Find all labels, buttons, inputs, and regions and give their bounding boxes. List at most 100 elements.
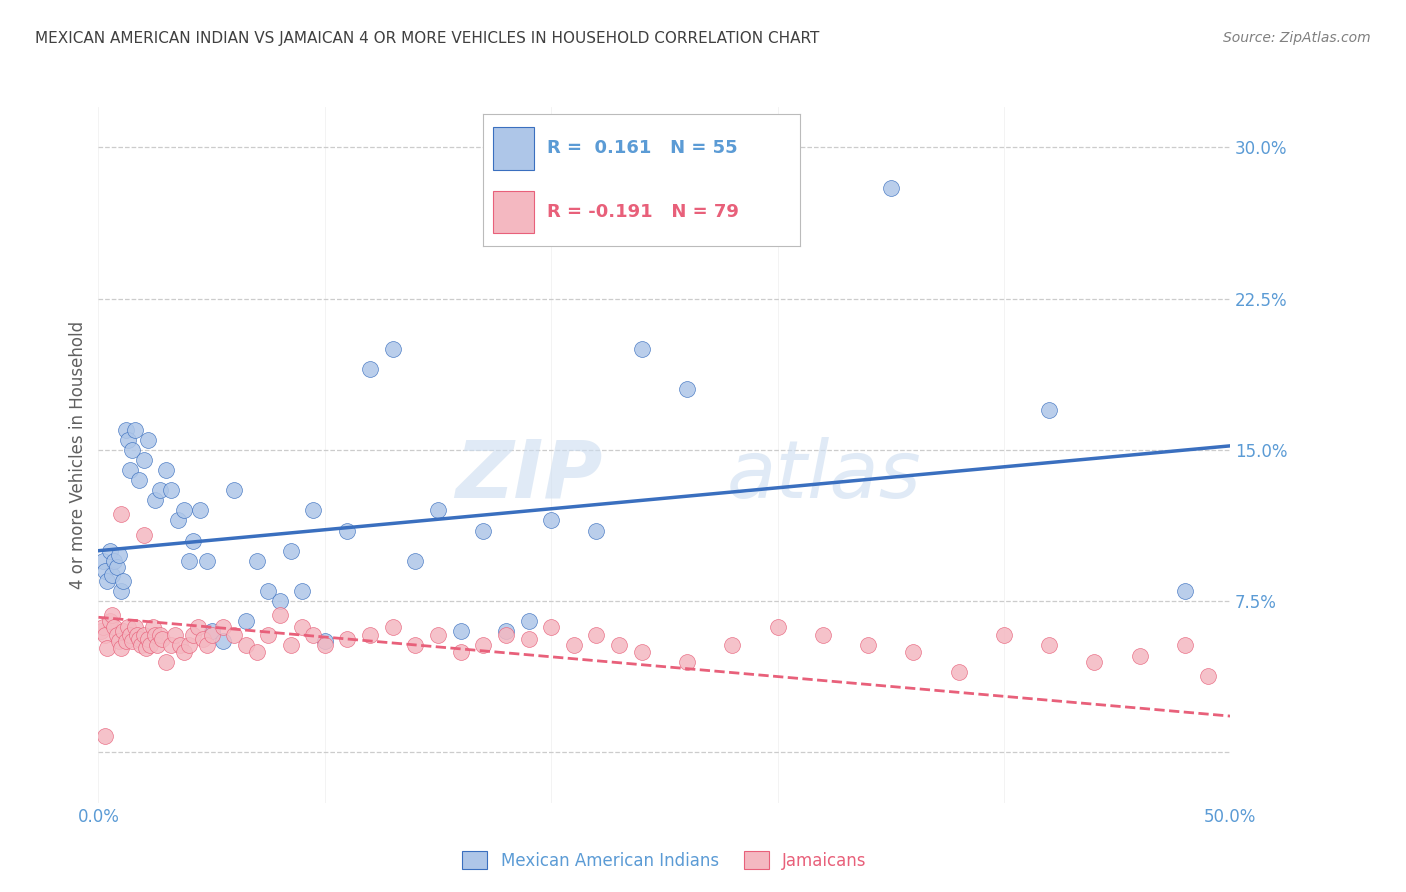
Point xyxy=(173,503,195,517)
Point xyxy=(472,639,495,653)
Point xyxy=(96,640,118,655)
Point xyxy=(1038,402,1060,417)
Point xyxy=(101,568,124,582)
Point xyxy=(169,639,191,653)
Point xyxy=(630,342,652,356)
Point xyxy=(96,574,118,588)
Point xyxy=(607,639,630,653)
Point xyxy=(246,554,269,568)
Point xyxy=(107,548,129,562)
Point xyxy=(103,620,125,634)
Point xyxy=(880,180,903,194)
Point xyxy=(98,615,121,629)
Point xyxy=(132,527,155,541)
Point xyxy=(585,628,607,642)
Point xyxy=(195,554,218,568)
Point xyxy=(903,644,925,658)
Point xyxy=(148,628,170,642)
Point xyxy=(183,628,205,642)
Point xyxy=(212,634,235,648)
Point xyxy=(450,644,472,658)
Point xyxy=(112,624,135,639)
Point xyxy=(120,463,142,477)
Point xyxy=(381,620,404,634)
Point xyxy=(766,620,789,634)
Point xyxy=(136,632,159,647)
Legend: Mexican American Indians, Jamaicans: Mexican American Indians, Jamaicans xyxy=(454,843,875,878)
Point xyxy=(114,634,136,648)
Point xyxy=(291,620,314,634)
Point xyxy=(472,524,495,538)
Point xyxy=(314,639,336,653)
Point xyxy=(585,524,607,538)
Point xyxy=(177,554,200,568)
Point xyxy=(427,503,450,517)
Point xyxy=(94,729,117,743)
Point xyxy=(125,628,148,642)
Point xyxy=(146,639,169,653)
Point xyxy=(235,615,257,629)
Point xyxy=(177,639,200,653)
Point xyxy=(201,624,224,639)
Point xyxy=(105,559,128,574)
Point xyxy=(562,639,585,653)
Point xyxy=(121,442,143,457)
Point xyxy=(155,463,177,477)
Point xyxy=(107,634,129,648)
Point xyxy=(165,628,187,642)
Point xyxy=(540,620,562,634)
Point xyxy=(155,655,177,669)
Point xyxy=(139,639,162,653)
Point xyxy=(121,634,143,648)
Point xyxy=(224,628,246,642)
Y-axis label: 4 or more Vehicles in Household: 4 or more Vehicles in Household xyxy=(69,321,87,589)
Point xyxy=(517,615,540,629)
Text: ZIP: ZIP xyxy=(454,437,602,515)
Point xyxy=(540,513,562,527)
Point xyxy=(117,620,139,634)
Point xyxy=(187,620,209,634)
Point xyxy=(257,628,280,642)
Point xyxy=(948,665,970,679)
Point xyxy=(128,473,150,487)
Point xyxy=(124,620,146,634)
Point xyxy=(246,644,269,658)
Point xyxy=(427,628,450,642)
Point xyxy=(336,524,359,538)
Point xyxy=(404,639,426,653)
Point xyxy=(131,639,153,653)
Point xyxy=(98,543,121,558)
Text: Source: ZipAtlas.com: Source: ZipAtlas.com xyxy=(1223,31,1371,45)
Point xyxy=(201,628,224,642)
Point xyxy=(280,543,302,558)
Point xyxy=(128,632,150,647)
Point xyxy=(1129,648,1152,663)
Point xyxy=(495,628,517,642)
Point xyxy=(630,644,652,658)
Point xyxy=(132,628,155,642)
Point xyxy=(124,423,146,437)
Point xyxy=(101,608,124,623)
Point xyxy=(110,640,132,655)
Point xyxy=(195,639,218,653)
Point xyxy=(1197,669,1219,683)
Point xyxy=(91,620,114,634)
Point xyxy=(302,503,325,517)
Point xyxy=(110,508,132,522)
Point xyxy=(359,628,381,642)
Point xyxy=(117,433,139,447)
Point xyxy=(114,423,136,437)
Point xyxy=(450,624,472,639)
Point xyxy=(280,639,302,653)
Point xyxy=(142,620,165,634)
Point xyxy=(136,433,159,447)
Point xyxy=(160,639,183,653)
Point xyxy=(120,628,142,642)
Point xyxy=(224,483,246,498)
Point xyxy=(143,493,166,508)
Point xyxy=(91,554,114,568)
Point xyxy=(1174,639,1197,653)
Point xyxy=(103,554,125,568)
Point xyxy=(148,483,170,498)
Point xyxy=(132,453,155,467)
